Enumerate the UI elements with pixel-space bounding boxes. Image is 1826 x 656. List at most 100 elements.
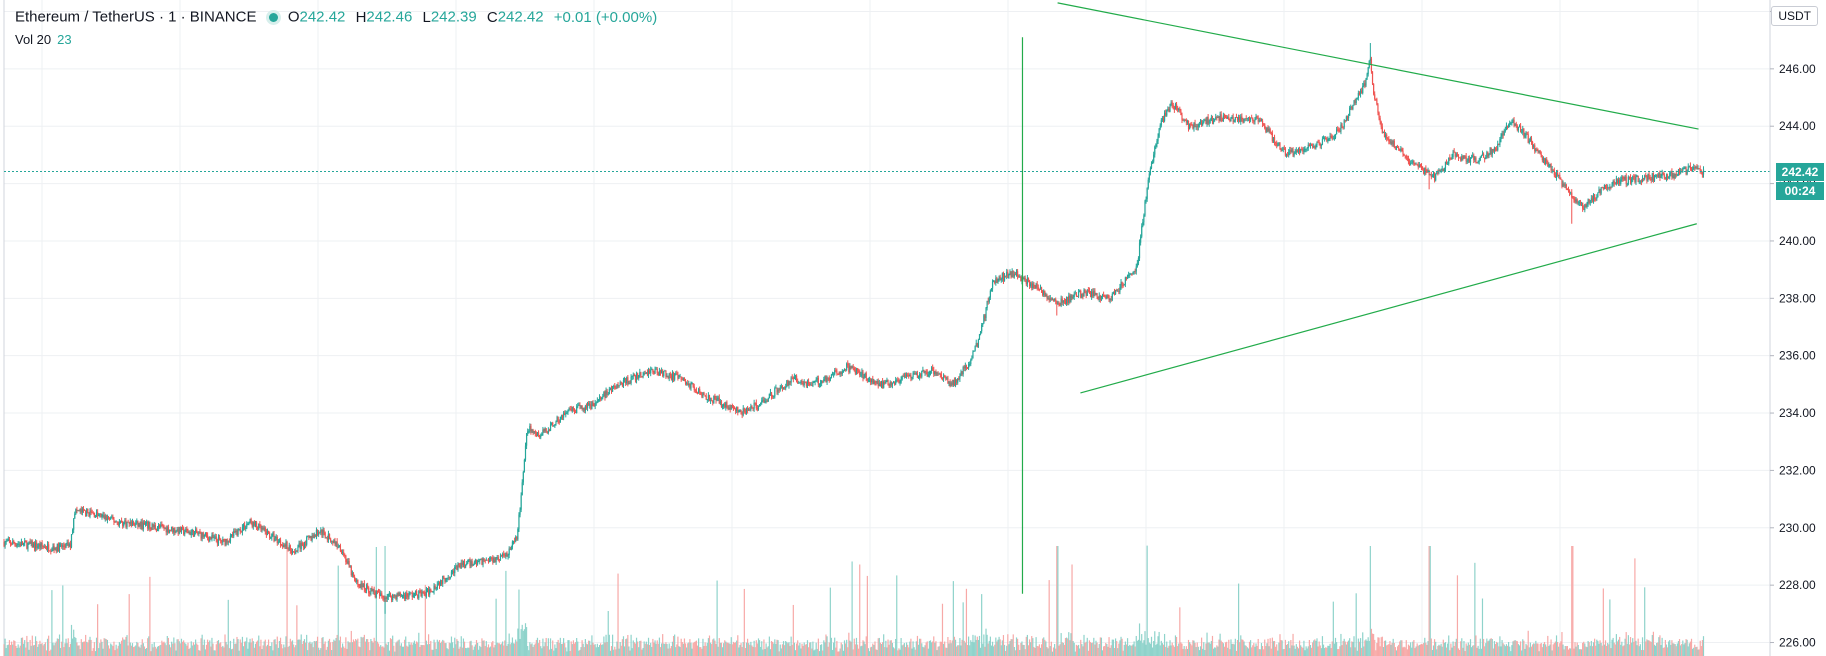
candle-body [1631,179,1633,183]
volume-bar [222,645,224,656]
candle-body [181,527,184,528]
volume-bar [392,635,394,656]
candle-body [681,379,683,381]
volume-bar [981,594,983,656]
candle-body [386,596,388,599]
volume-bar [1586,647,1588,656]
candle-body [1129,274,1131,276]
candle-body [1314,146,1316,149]
candle-body [919,374,921,378]
volume-bar [1584,643,1586,656]
candle-body [814,380,816,383]
candle-body [1445,161,1448,164]
candle-body [1233,120,1235,123]
candle-body [43,546,45,548]
trendline-drawings[interactable] [1021,2,1699,594]
volume-bar [877,638,879,656]
volume-bar [512,643,515,656]
candle-body [1371,71,1374,84]
currency-badge[interactable]: USDT [1771,6,1818,26]
candle-body [637,373,639,379]
candle-body [422,591,424,593]
candle-body [1038,289,1040,290]
volume-bar [651,646,653,656]
candle-body [385,597,387,599]
candle-body [1281,149,1283,151]
volume-bar [1241,639,1243,656]
volume-bar [50,649,52,656]
candle-body [1083,289,1085,297]
volume-bar [884,647,886,656]
candle-body [1014,274,1017,276]
candle-body [616,384,618,389]
candle-body [1178,108,1180,111]
candle-body [1204,119,1206,121]
candle-body [149,522,151,529]
candle-body [1061,298,1063,303]
volume-bar [217,640,220,656]
volume-bar [574,642,577,656]
volume-bar [795,643,798,656]
candle-body [1498,143,1500,146]
candle-body [496,557,498,558]
candle-body [274,538,276,542]
candle-body [951,382,953,385]
candle-body [64,546,66,548]
trendline[interactable] [1057,2,1699,130]
volume-bar [756,643,758,656]
candle-body [1019,276,1021,278]
volume-bar [1589,645,1591,656]
candle-body [314,534,316,537]
candle-body [1154,146,1156,155]
volume-bar [242,646,245,656]
volume-bar [26,635,28,656]
candle-body [1024,277,1026,280]
candle-body [1033,283,1035,287]
volume-bar [1480,648,1482,656]
volume-bar [218,643,221,656]
candle-body [632,374,634,377]
volume-bar [654,640,656,656]
volume-bar [1595,645,1597,656]
candle-body [36,542,38,548]
candle-body [688,383,690,386]
candle-body [1647,173,1649,181]
volume-bar [1567,649,1570,656]
price-axis[interactable]: 248.00246.00244.00242.00240.00238.00236.… [1769,0,1826,656]
candle-body [835,370,837,372]
candle-body [1119,287,1121,292]
candle-body [981,325,983,332]
candle-body [897,379,899,381]
candle-body [1113,292,1116,294]
volume-bar [1609,599,1611,656]
candle-body [809,383,811,386]
volume-bar [695,640,698,656]
volume-legend[interactable]: Vol 20 23 [15,32,72,47]
candle-body [1193,122,1195,129]
volume-bar [856,644,859,656]
candle-body [89,510,91,517]
candle-body [668,373,670,379]
trendline[interactable] [1080,223,1697,394]
volume-bar [495,598,497,656]
candle-body [949,381,951,387]
symbol-title[interactable]: Ethereum / TetherUS · 1 · BINANCE [15,8,257,26]
volume-bar [1364,640,1366,656]
volume-bar [344,648,346,656]
candle-body [1380,121,1382,127]
volume-bar [8,640,11,656]
volume-bar [273,639,275,656]
volume-bar [1661,637,1663,656]
candle-body [1059,303,1061,306]
volume-bar [110,643,112,656]
volume-bar [616,641,618,656]
candle-body [804,381,806,383]
volume-bar [442,639,444,656]
volume-bar [1092,642,1094,656]
candle-body [1693,167,1695,170]
candle-body [377,591,380,593]
volume-bar [1100,637,1103,656]
volume-bar [703,645,705,656]
volume-bar [1278,642,1280,656]
